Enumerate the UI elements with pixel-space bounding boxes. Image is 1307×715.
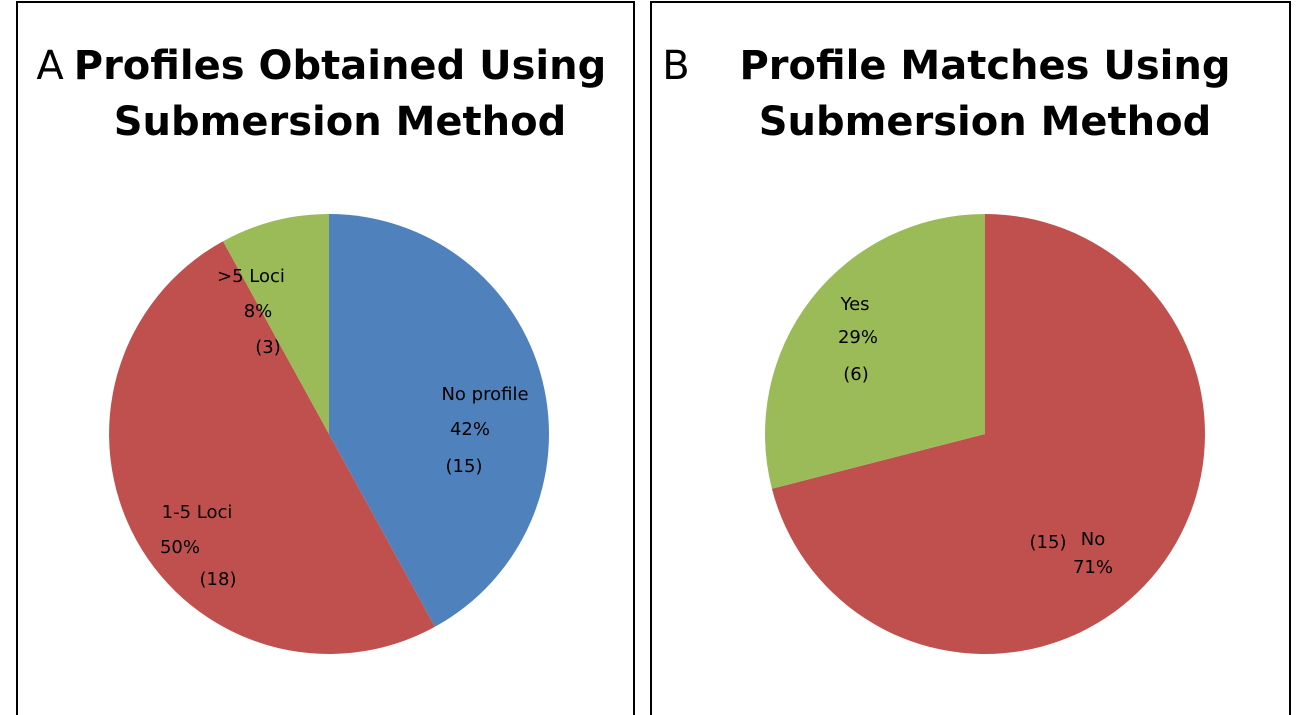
pie-slice (223, 214, 329, 434)
chart-title: Submersion Method (114, 99, 567, 145)
slice-percent: 29% (838, 327, 878, 348)
slice-label: No profile (441, 384, 528, 405)
slice-label: >5 Loci (217, 266, 285, 287)
slice-count: (3) (255, 337, 281, 358)
slice-label: No (1081, 529, 1105, 550)
chart-title: Profile Matches Using (739, 43, 1230, 89)
panel-frame (16, 1, 635, 715)
slice-percent: 50% (160, 537, 200, 558)
panel-frame (650, 1, 1291, 715)
panel-letter: B (662, 43, 689, 89)
slice-label: 1-5 Loci (162, 502, 233, 523)
chart-title: Submersion Method (759, 99, 1212, 145)
slice-percent: 42% (450, 419, 490, 440)
panel-letter: A (36, 43, 64, 89)
slice-count: (15) (446, 456, 483, 477)
pie-slice (771, 214, 1205, 654)
pie-slice (765, 214, 985, 489)
pie-slice (109, 241, 435, 654)
slice-percent: 8% (244, 301, 273, 322)
slice-count: (15) (1030, 532, 1067, 553)
chart-title: Profiles Obtained Using (74, 43, 606, 89)
slice-label: Yes (839, 294, 869, 315)
slice-count: (6) (843, 364, 869, 385)
pie-slice (329, 214, 549, 627)
slice-percent: 71% (1073, 557, 1113, 578)
slice-count: (18) (200, 569, 237, 590)
